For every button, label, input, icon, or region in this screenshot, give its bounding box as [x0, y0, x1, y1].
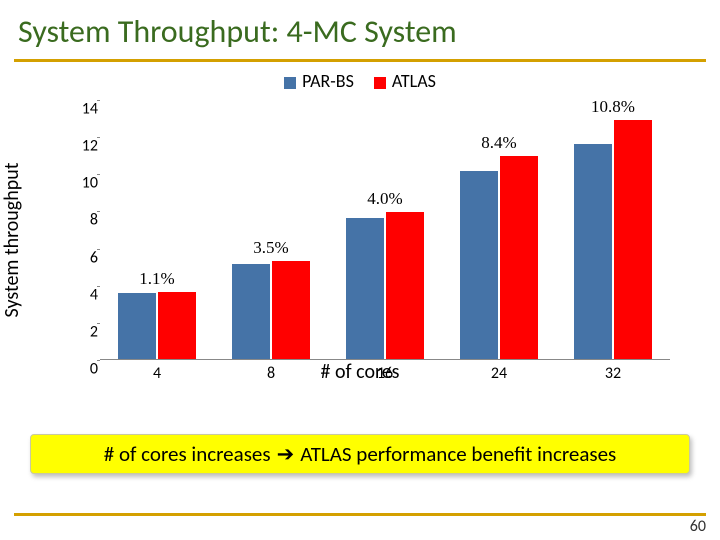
- bar-par-bs: [574, 144, 612, 359]
- bar-annotation: 3.5%: [253, 238, 288, 258]
- legend-label: ATLAS: [392, 70, 436, 92]
- arrow-icon: ➔: [277, 442, 295, 467]
- bar-atlas: [614, 120, 652, 359]
- x-tick: 4: [100, 364, 214, 383]
- bar-par-bs: [460, 171, 498, 359]
- page-number: 60: [690, 517, 706, 536]
- bar-par-bs: [232, 264, 270, 359]
- y-tick: 14: [76, 100, 98, 119]
- x-tick: 8: [214, 364, 328, 383]
- x-tick: 24: [442, 364, 556, 383]
- x-tick: 16: [328, 364, 442, 383]
- y-tick: 2: [76, 322, 98, 341]
- bar-atlas: [158, 292, 196, 359]
- y-tick-mark: [97, 137, 100, 138]
- y-tick: 8: [76, 211, 98, 230]
- bottom-rule: [14, 513, 706, 516]
- y-axis-label: System throughput: [0, 163, 24, 318]
- legend-swatch: [284, 77, 296, 89]
- bar-par-bs: [118, 293, 156, 359]
- title-wrap: System Throughput: 4-MC System: [0, 0, 720, 55]
- y-tick: 10: [76, 174, 98, 193]
- bar-group: [556, 99, 670, 359]
- callout-post: ATLAS performance benefit increases: [300, 441, 616, 467]
- legend-item: PAR-BS: [284, 70, 354, 92]
- bar-group: [214, 99, 328, 359]
- legend: PAR-BS ATLAS: [40, 70, 680, 92]
- y-tick: 6: [76, 248, 98, 267]
- bar-atlas: [500, 156, 538, 359]
- y-tick: 12: [76, 137, 98, 156]
- y-tick: 0: [76, 360, 98, 379]
- y-tick-mark: [97, 249, 100, 250]
- legend-swatch: [374, 77, 386, 89]
- y-tick-mark: [97, 286, 100, 287]
- bar-annotation: 8.4%: [481, 133, 516, 153]
- bar-annotation: 4.0%: [367, 189, 402, 209]
- bar-par-bs: [346, 218, 384, 359]
- y-tick-mark: [97, 174, 100, 175]
- callout-pre: # of cores increases: [104, 441, 271, 467]
- y-tick-mark: [97, 323, 100, 324]
- bar-annotation: 10.8%: [591, 97, 635, 117]
- y-tick-mark: [97, 360, 100, 361]
- y-tick: 4: [76, 285, 98, 304]
- y-tick-mark: [97, 100, 100, 101]
- callout-banner: # of cores increases ➔ ATLAS performance…: [30, 434, 690, 474]
- slide: System Throughput: 4-MC System PAR-BS ATL…: [0, 0, 720, 540]
- bar-atlas: [272, 261, 310, 359]
- bar-annotation: 1.1%: [139, 269, 174, 289]
- bar-group: [100, 99, 214, 359]
- throughput-chart: PAR-BSATLAS System throughput # of cores…: [40, 70, 680, 410]
- title-rule: [14, 59, 706, 62]
- bar-atlas: [386, 212, 424, 359]
- page-title: System Throughput: 4-MC System: [18, 12, 702, 51]
- legend-label: PAR-BS: [302, 70, 354, 92]
- legend-item: ATLAS: [374, 70, 436, 92]
- x-tick: 32: [556, 364, 670, 383]
- y-tick-mark: [97, 211, 100, 212]
- plot-area: [100, 100, 670, 360]
- bar-group: [328, 99, 442, 359]
